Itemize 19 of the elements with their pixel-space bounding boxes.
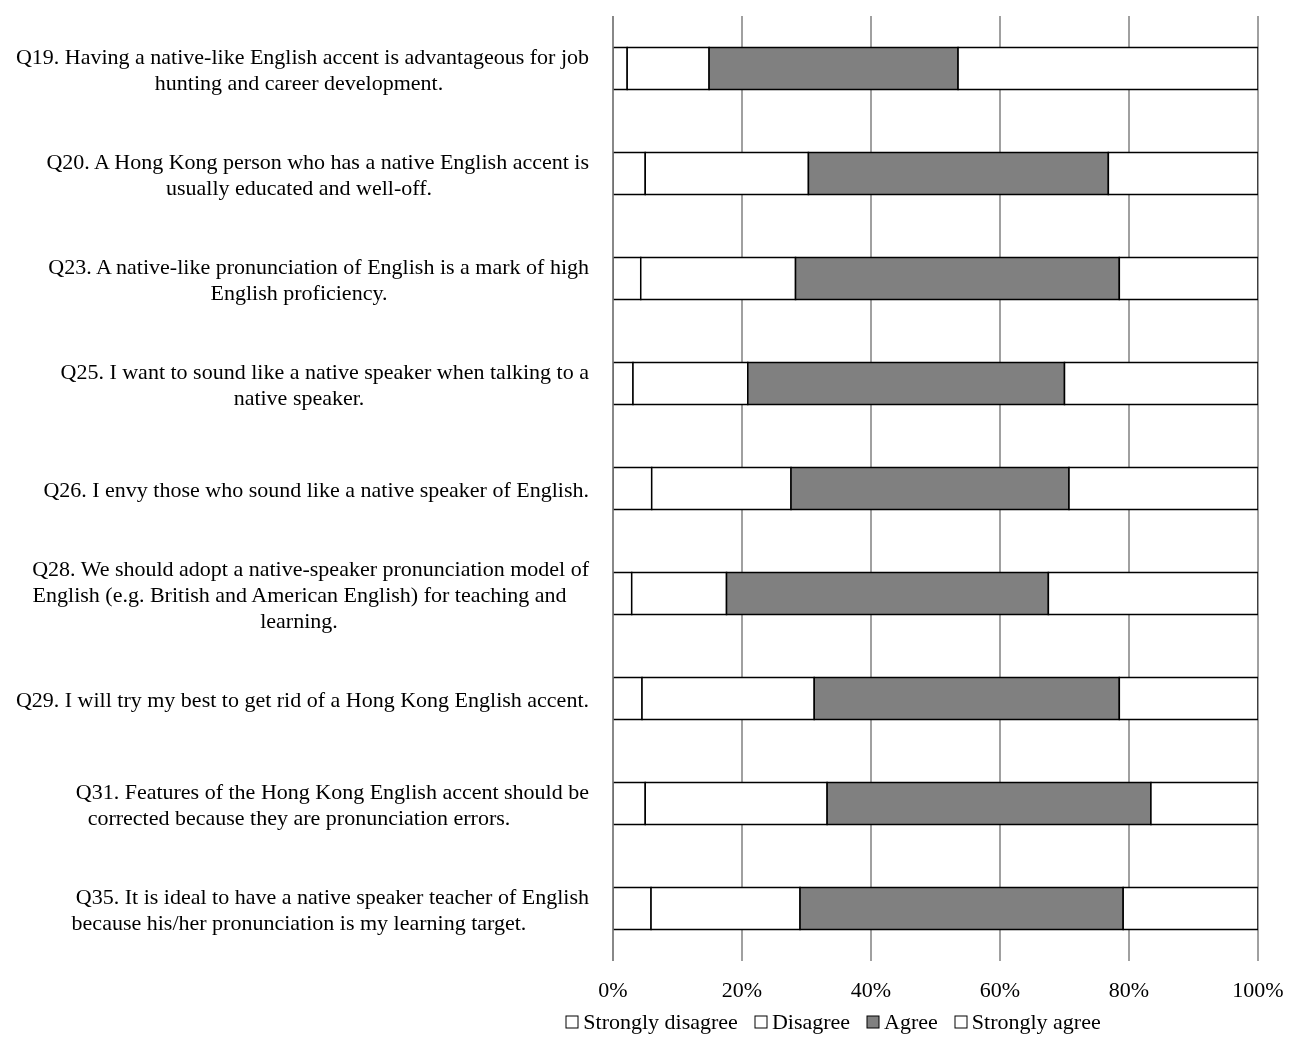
y-tick-label: Q20. A Hong Kong person who has a native English accent is usually educated and well-off. — [46, 148, 589, 199]
y-tick-label: Q23. A native-like pronunciation of English is a mark of high English proficiency. — [48, 253, 589, 304]
x-tick-label: 100% — [1232, 976, 1284, 1002]
y-tick-label: Q25. I want to sound like a native speaker when talking to a native speaker. — [60, 358, 590, 409]
y-tick-label: Q26. I envy those who sound like a native speaker of English. — [43, 476, 589, 501]
y-tick-label: Q19. Having a native-like English accent is advantageous for job hunting and career development. — [15, 43, 589, 94]
x-tick-label: 0% — [598, 976, 628, 1002]
x-tick-label: 20% — [721, 976, 763, 1002]
x-tick-label: 80% — [1108, 976, 1150, 1002]
y-tick-label: Q28. We should adopt a native-speaker pronunciation model of English (e.g. British and American English) for teaching and learning. — [32, 555, 590, 632]
legend-label: Strongly disagree — [582, 1009, 738, 1035]
y-tick-label: Q29. I will try my best to get rid of a Hong Kong English accent. — [15, 686, 589, 711]
x-tick-label: 40% — [850, 976, 892, 1002]
legend-label: Disagree — [770, 1009, 851, 1035]
x-tick-label: 60% — [979, 976, 1021, 1002]
y-tick-label: Q35. It is ideal to have a native speaker teacher of English because his/her pronunciation is my learning target. — [71, 883, 589, 934]
legend-label: Strongly agree — [970, 1009, 1101, 1035]
y-tick-label: Q31. Features of the Hong Kong English accent should be corrected because they are pronunciation errors. — [75, 778, 589, 829]
legend-label: Agree — [883, 1009, 938, 1035]
